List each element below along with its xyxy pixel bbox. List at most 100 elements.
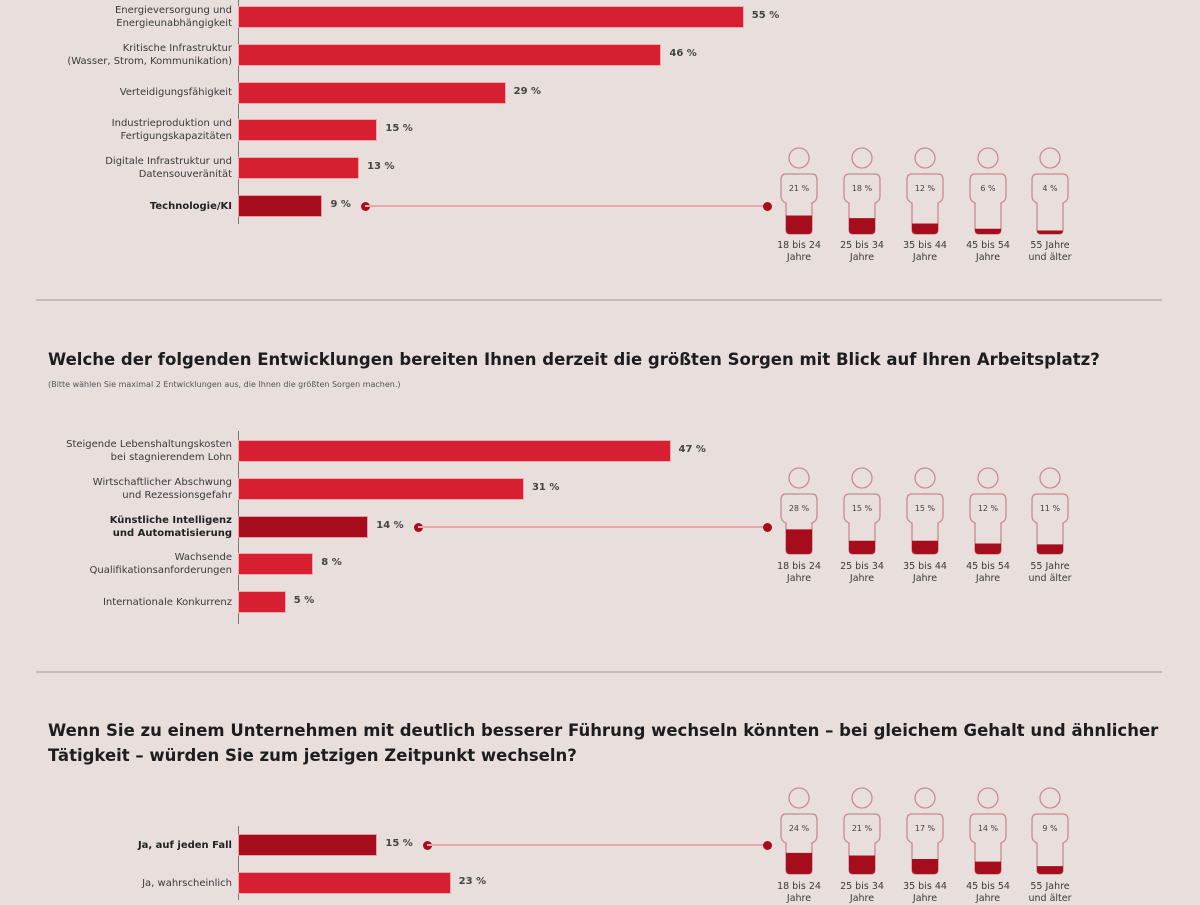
age-group-person: 15 % [841,466,883,558]
age-group-label-line: Jahre [849,252,875,263]
person-head [914,467,936,489]
age-group-value: 4 % [1042,184,1058,193]
age-group-person: 12 % [967,466,1009,558]
category-label-line: Industrieproduktion und [111,118,232,130]
question-2-title: Welche der folgenden Entwicklungen berei… [48,350,1100,369]
person-fill-level [912,859,938,874]
bar [239,120,377,141]
age-group-value: 6 % [980,184,996,193]
category-label-line: Wirtschaftlicher Abschwung [92,476,232,488]
connector-end-dot [763,841,772,850]
age-group-label-line: 25 bis 34 [840,561,884,572]
age-group-label-line: und älter [1028,573,1072,584]
connector-line [365,205,767,207]
age-group-label: 35 bis 44 Jahre [890,881,960,905]
age-group-value: 14 % [977,824,999,833]
age-group-value: 24 % [788,824,810,833]
bar-value-label: 15 % [385,123,413,135]
person-fill-level [786,852,812,874]
age-group-label: 45 bis 54 Jahre [953,240,1023,264]
category-label: Künstliche Intelligenz und Automatisierun… [110,514,232,540]
age-group-person: 11 % [1029,466,1071,558]
category-label-line: Datensouveränität [138,169,232,181]
section-divider [36,299,1162,301]
age-group-value: 12 % [914,184,936,193]
person-icon [843,787,881,875]
age-group-label: 55 Jahre und älter [1015,881,1085,905]
age-group-label-line: 18 bis 24 [777,561,821,572]
category-label-line: Steigende Lebenshaltungskosten [66,439,232,450]
age-group-label-line: Jahre [975,573,1001,584]
person-head [851,147,873,169]
person-fill-level [1037,230,1063,234]
age-group-person: 17 % [904,786,946,878]
age-group-label-line: Jahre [975,252,1001,263]
age-group-label-line: und älter [1028,252,1072,263]
bar-value-label: 13 % [367,161,395,173]
person-fill-level [912,540,938,554]
person-head [788,467,810,489]
connector-line [427,844,767,846]
age-group-person: 6 % [967,146,1009,238]
age-group-label: 45 bis 54 Jahre [953,881,1023,905]
person-icon [780,147,818,235]
age-group-label-line: 45 bis 54 [966,240,1010,251]
age-group-label-line: 45 bis 54 [966,881,1010,892]
question-3-title: Wenn Sie zu einem Unternehmen mit deutli… [48,718,1158,768]
person-icon [969,147,1007,235]
bar-value-label: 9 % [330,199,351,210]
age-group-person: 15 % [904,466,946,558]
category-label-line: Fertigungskapazitäten [120,131,232,143]
bar-value-label: 14 % [376,519,404,531]
person-fill-level [849,855,875,874]
category-label-line: bei stagnierendem Lohn [110,452,232,463]
category-label-line: Digitale Infrastruktur und [105,156,232,168]
age-group-label-line: 35 bis 44 [903,561,947,572]
person-icon [969,467,1007,555]
age-group-label-line: Jahre [849,573,875,584]
person-body [1031,813,1069,875]
person-icon [843,467,881,555]
age-group-label: 25 bis 34 Jahre [827,881,897,905]
age-group-label-line: Jahre [912,893,938,904]
connector-line [418,525,767,528]
person-fill-level [786,215,812,234]
person-head [1039,147,1061,169]
bar [239,158,359,179]
category-label-line: und Automatisierung [112,527,232,539]
bar-value-label: 23 % [458,876,487,887]
bar-value-label: 15 % [385,838,413,849]
age-group-person: 24 % [778,786,820,878]
category-label: Wirtschaftlicher Abschwung und Rezessions… [93,476,232,502]
age-group-label-line: Jahre [849,893,875,904]
category-label-line: Energieversorgung und [114,5,232,16]
bar-highlighted [239,835,377,855]
bar [239,7,743,27]
category-label: Energieversorgung und Energieunabhängigke… [115,4,232,30]
person-head [977,147,999,169]
age-group-person: 28 % [778,466,820,558]
person-icon [843,147,881,235]
age-group-label-line: Jahre [912,252,938,263]
question-3-title-line-2: Tätigkeit – würden Sie zum jetzigen Zeit… [48,746,577,765]
category-label: Ja, wahrscheinlich [142,877,232,890]
person-head [788,787,810,809]
person-head [977,467,999,489]
category-label: Industrieproduktion und Fertigungskapazit… [112,117,232,143]
age-group-label: 25 bis 34 Jahre [827,240,897,264]
age-group-label: 55 Jahre und älter [1015,561,1085,585]
category-label-line: Technologie/KI [149,200,232,212]
section-divider [36,671,1162,673]
person-head [788,147,810,169]
connector-end-dot [763,202,772,211]
category-label-line: und Rezessionsgefahr [122,489,232,501]
person-head [977,787,999,809]
category-label: Wachsende Qualifikationsanforderungen [90,551,232,577]
bar [239,478,523,499]
age-group-label-line: Jahre [975,893,1001,904]
category-label: Technologie/KI [150,200,232,213]
question-2-subtitle: (Bitte wählen Sie maximal 2 Entwicklunge… [48,380,401,389]
person-fill-level [975,228,1001,234]
age-group-value: 9 % [1042,824,1058,833]
age-group-person: 9 % [1029,786,1071,878]
